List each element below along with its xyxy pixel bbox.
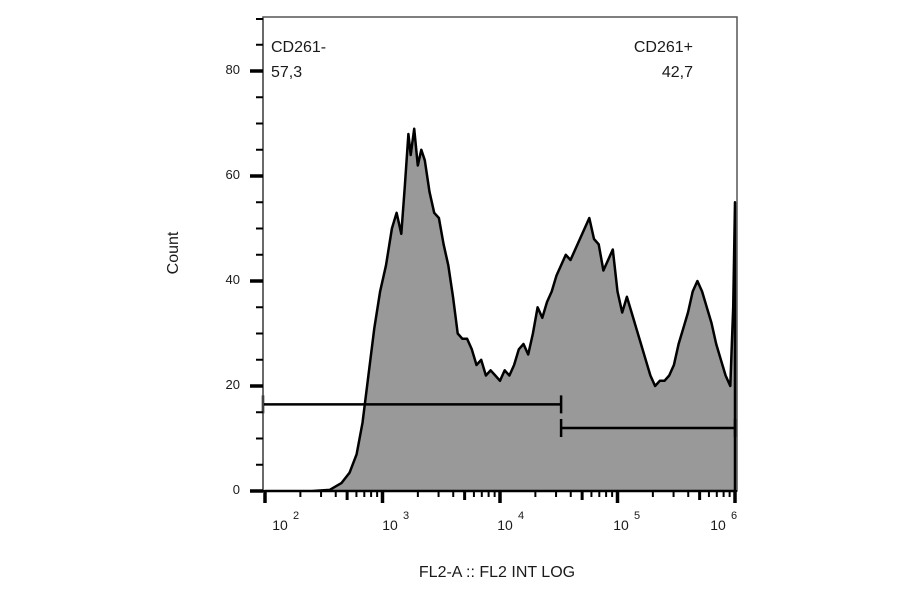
gate-lines bbox=[261, 395, 737, 437]
svg-text:5: 5 bbox=[634, 510, 640, 522]
y-axis-ticks bbox=[250, 18, 263, 493]
gate-percent-cd261-neg: 57,3 bbox=[271, 64, 302, 81]
histogram-area bbox=[263, 127, 737, 493]
y-tick-label-20: 20 bbox=[226, 377, 240, 392]
x-tick-label-1e2: 10 2 bbox=[272, 510, 299, 533]
svg-text:10: 10 bbox=[710, 517, 726, 533]
x-axis-ticks bbox=[263, 491, 737, 503]
y-axis-title: Count bbox=[165, 231, 182, 274]
svg-text:2: 2 bbox=[293, 510, 299, 522]
y-tick-label-0: 0 bbox=[233, 482, 240, 497]
x-tick-label-1e4: 10 4 bbox=[497, 510, 524, 533]
svg-text:4: 4 bbox=[518, 510, 524, 522]
gate-percent-cd261-pos: 42,7 bbox=[662, 64, 693, 81]
x-tick-label-1e3: 10 3 bbox=[382, 510, 409, 533]
x-tick-label-1e5: 10 5 bbox=[613, 510, 640, 533]
svg-text:10: 10 bbox=[382, 517, 398, 533]
x-tick-label-1e6: 10 6 bbox=[710, 510, 737, 533]
y-tick-label-40: 40 bbox=[226, 272, 240, 287]
y-tick-label-60: 60 bbox=[226, 167, 240, 182]
svg-text:10: 10 bbox=[613, 517, 629, 533]
gate-label-cd261-pos: CD261+ bbox=[634, 39, 693, 56]
x-axis-title: FL2-A :: FL2 INT LOG bbox=[419, 564, 575, 581]
svg-text:10: 10 bbox=[272, 517, 288, 533]
svg-text:6: 6 bbox=[731, 510, 737, 522]
svg-text:3: 3 bbox=[403, 510, 409, 522]
svg-text:10: 10 bbox=[497, 517, 513, 533]
gate-label-cd261-neg: CD261- bbox=[271, 39, 326, 56]
y-tick-label-80: 80 bbox=[226, 62, 240, 77]
